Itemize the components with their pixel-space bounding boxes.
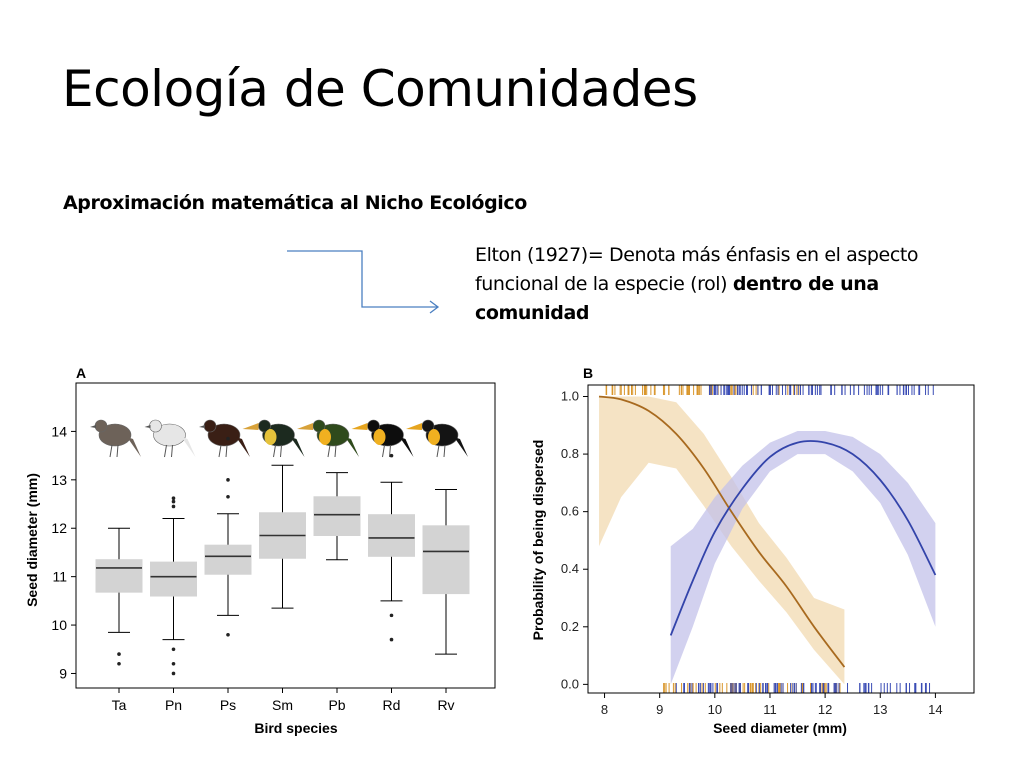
chart-a-x-tick: Ps xyxy=(220,697,236,713)
outlier-ps xyxy=(226,436,230,441)
bird-ps-icon xyxy=(199,419,250,458)
chart-a-panel-letter: A xyxy=(76,365,86,381)
chart-a-frame xyxy=(75,382,496,689)
chart-b-confidence-bands xyxy=(599,396,936,685)
outlier-pn xyxy=(171,499,176,504)
iqr-ta xyxy=(95,559,143,593)
bird-rv-icon xyxy=(406,419,468,458)
outlier-ps xyxy=(226,478,230,482)
chart-b-rugs xyxy=(605,385,934,693)
outlier-ta xyxy=(117,652,121,656)
slide-subtitle: Aproximación matemática al Nicho Ecológi… xyxy=(63,192,527,214)
iqr-rv xyxy=(422,525,470,595)
chart-a-x-tick: Pn xyxy=(165,697,182,713)
chart-a-x-label: Bird species xyxy=(254,720,337,736)
iqr-pn xyxy=(150,561,197,597)
chart-b-x-tick: 12 xyxy=(818,702,832,717)
chart-a-x-axis: Ta Pn Ps Sm Pb Rd Rv xyxy=(112,688,455,713)
elton-definition: Elton (1927)= Denota más énfasis en el a… xyxy=(475,241,995,328)
outlier-ps xyxy=(226,494,230,499)
arrow-shaft xyxy=(287,250,438,308)
outlier-pn xyxy=(171,671,176,676)
chart-b-y-tick: 0.2 xyxy=(561,619,579,634)
chart-a-x-tick: Ta xyxy=(112,697,127,713)
chart-b-x-tick: 10 xyxy=(708,702,722,717)
bird-illustrations xyxy=(90,419,468,458)
outlier-pn xyxy=(171,647,176,652)
elton-definition-emphasis: dentro de una comunidad xyxy=(475,273,879,324)
chart-a-x-tick: Rv xyxy=(437,697,454,713)
box-sm xyxy=(259,464,306,609)
series-line-2 xyxy=(669,440,937,636)
arrow-head xyxy=(429,300,440,314)
chart-a-y-tick: 9 xyxy=(59,665,67,681)
confidence-band-2 xyxy=(670,431,936,685)
series-line-1 xyxy=(598,395,846,668)
chart-b-x-axis: 8 9 10 11 12 13 14 xyxy=(601,693,943,717)
chart-b-x-tick: 14 xyxy=(928,702,942,717)
chart-b-y-tick: 0.6 xyxy=(561,504,579,519)
box-rv xyxy=(422,489,470,655)
box-pb xyxy=(313,472,361,561)
bird-pb-icon xyxy=(297,419,359,458)
chart-a-boxes xyxy=(95,436,470,676)
box-rd xyxy=(368,453,415,642)
chart-a-y-tick: 14 xyxy=(51,423,67,439)
elton-definition-text: Elton (1927)= Denota más énfasis en el a… xyxy=(475,244,919,295)
chart-a: 9 10 11 12 13 14 Ta Pn Ps Sm Pb Rd Rv A Bird specie… xyxy=(24,365,496,736)
bird-pn-icon xyxy=(144,419,196,458)
iqr-rd xyxy=(368,514,415,557)
iqr-pb xyxy=(313,496,361,536)
elbow-arrow xyxy=(287,250,440,314)
chart-b: 0.0 0.2 0.4 0.6 0.8 1.0 8 9 10 11 12 13 14 B Seed d… xyxy=(530,365,975,736)
chart-b-frame xyxy=(587,384,975,694)
chart-a-y-axis: 9 10 11 12 13 14 xyxy=(51,423,76,681)
outlier-ta xyxy=(117,661,121,666)
outlier-ps xyxy=(226,632,230,637)
outlier-pn xyxy=(171,661,176,666)
chart-b-y-tick: 1.0 xyxy=(561,389,579,404)
outlier-rd xyxy=(389,613,394,618)
chart-b-y-tick: 0.4 xyxy=(561,561,579,576)
outlier-rd xyxy=(389,453,394,458)
iqr-ps xyxy=(204,544,252,575)
chart-b-y-label: Probability of being dispersed xyxy=(530,440,546,641)
outlier-pn xyxy=(171,496,176,501)
chart-a-y-tick: 13 xyxy=(51,472,67,488)
chart-b-series-lines xyxy=(598,395,937,668)
chart-a-y-tick: 11 xyxy=(52,569,67,585)
chart-b-panel-letter: B xyxy=(583,365,593,381)
chart-b-y-tick: 0.0 xyxy=(561,676,579,691)
bird-sm-icon xyxy=(242,419,305,458)
box-pn xyxy=(150,496,197,676)
chart-b-x-tick: 8 xyxy=(601,702,608,717)
chart-a-x-tick: Rd xyxy=(383,697,401,713)
chart-a-y-tick: 10 xyxy=(51,617,67,633)
bird-ta-icon xyxy=(90,419,141,458)
outlier-pn xyxy=(171,504,176,509)
bird-rd-icon xyxy=(351,419,414,458)
chart-b-y-tick: 0.8 xyxy=(561,446,579,461)
chart-a-y-tick: 12 xyxy=(51,520,67,536)
outlier-rd xyxy=(389,637,394,642)
chart-b-x-tick: 9 xyxy=(656,702,663,717)
chart-b-x-tick: 13 xyxy=(873,702,887,717)
chart-b-x-label: Seed diameter (mm) xyxy=(713,720,847,736)
box-ps xyxy=(204,436,252,637)
box-ta xyxy=(95,527,143,666)
chart-b-x-tick: 11 xyxy=(763,702,777,717)
confidence-band-1 xyxy=(599,396,845,685)
chart-b-y-axis: 0.0 0.2 0.4 0.6 0.8 1.0 xyxy=(561,389,588,691)
slide-title: Ecología de Comunidades xyxy=(62,60,698,118)
chart-a-x-tick: Pb xyxy=(328,697,345,713)
chart-a-x-tick: Sm xyxy=(272,697,293,713)
chart-a-y-label: Seed diameter (mm) xyxy=(24,473,40,607)
